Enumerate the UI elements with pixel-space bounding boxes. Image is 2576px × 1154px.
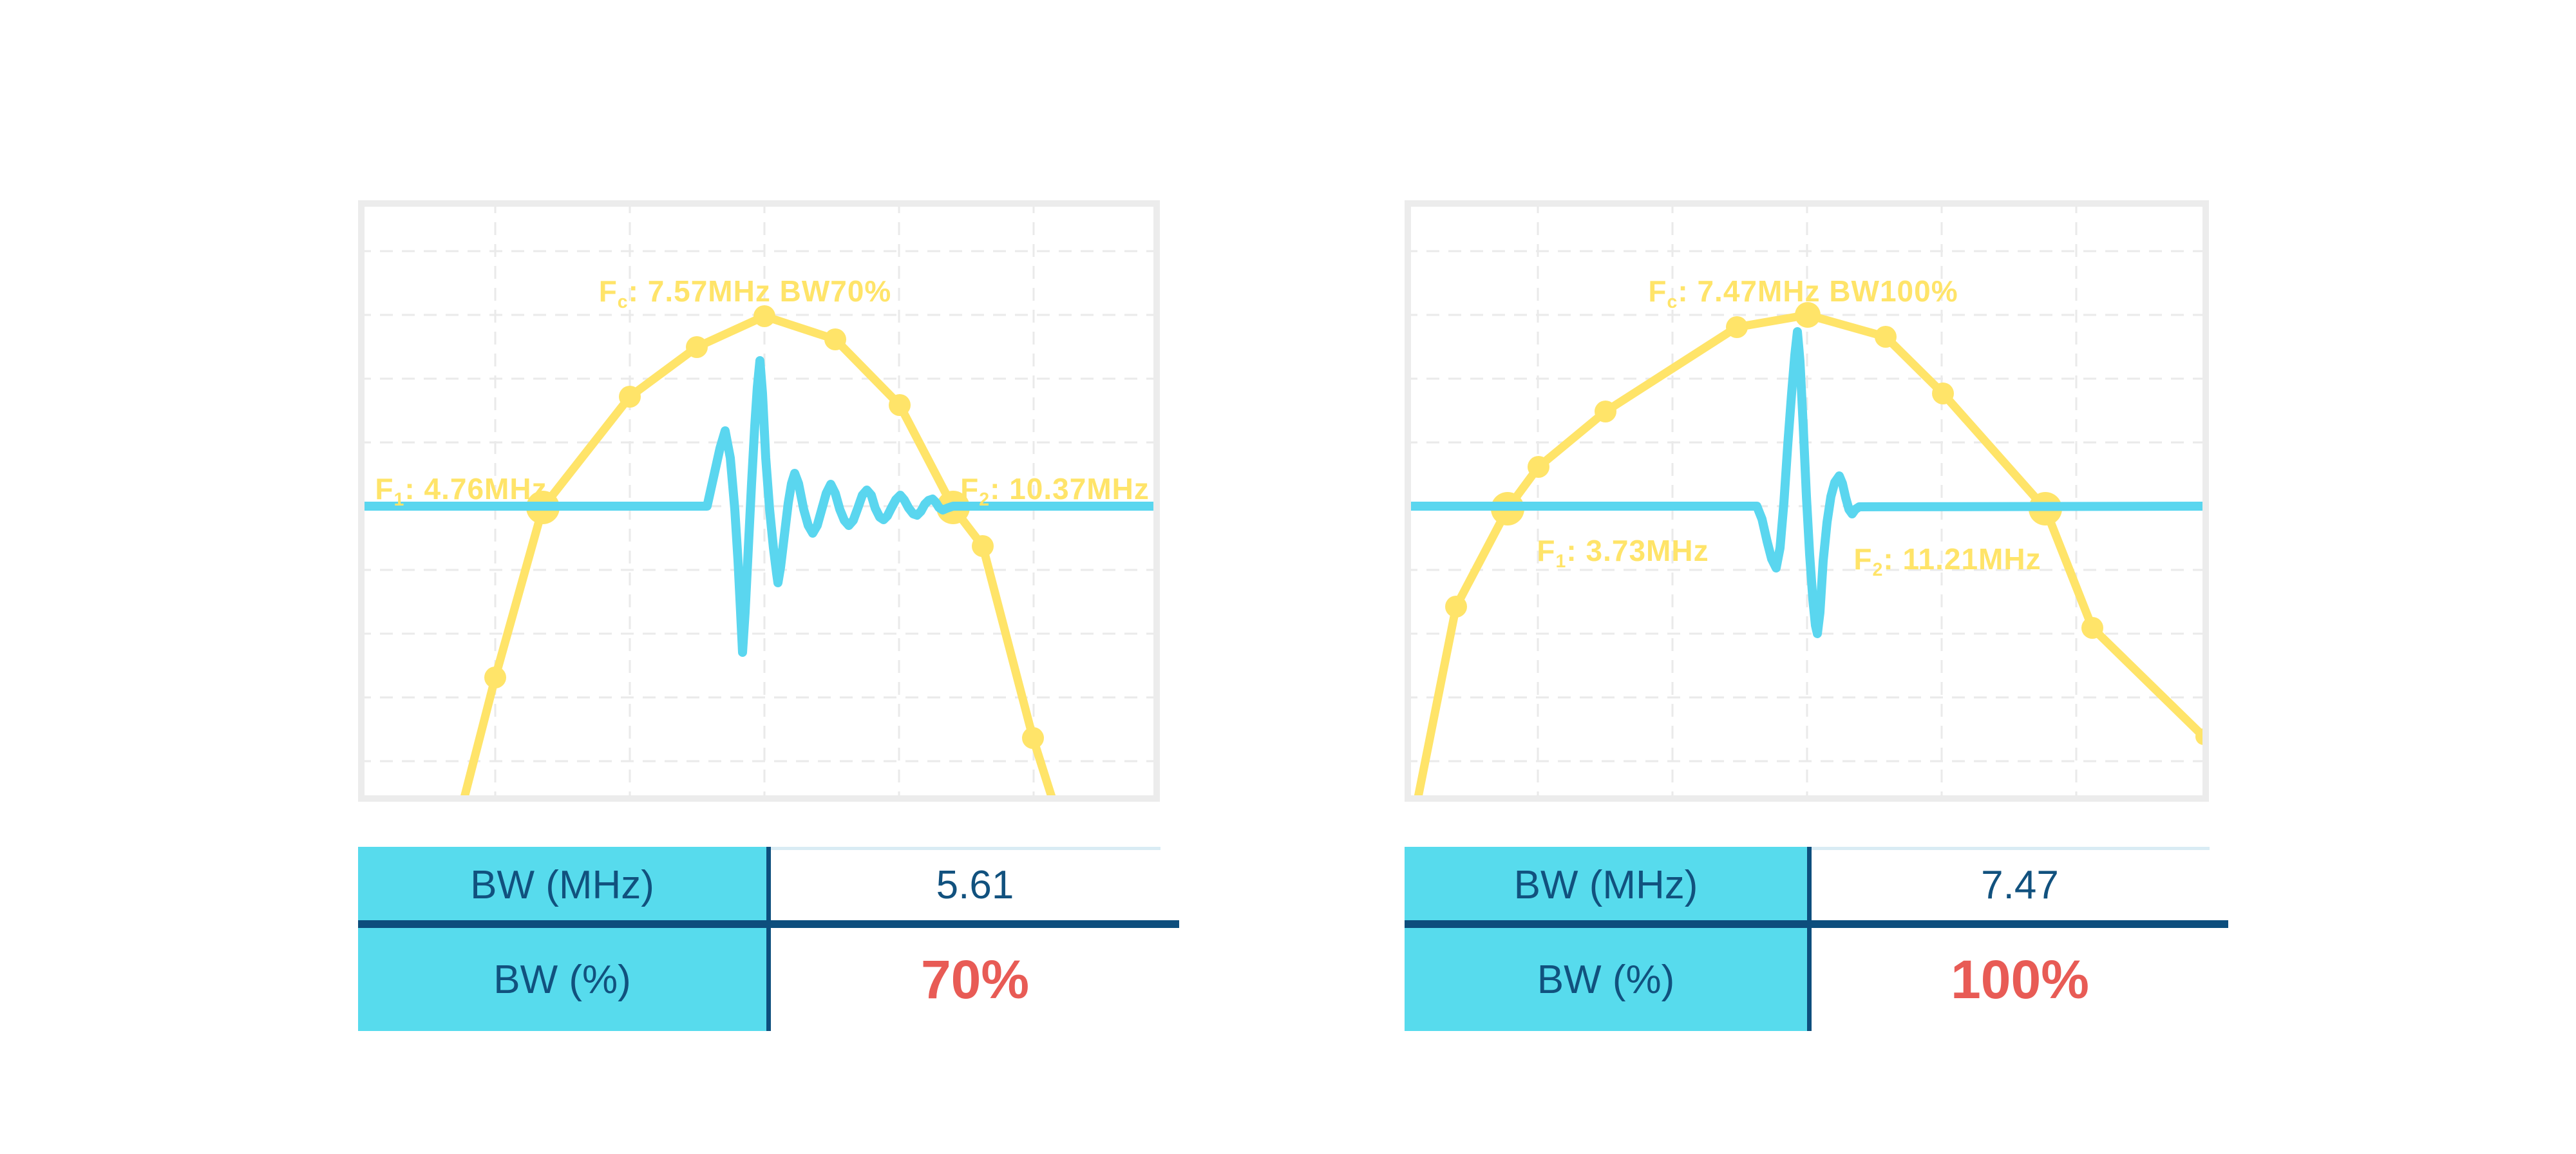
right-bandwidth-table: BW (MHz) 7.47 BW (%) 100% [1405,847,2228,1031]
left-bandwidth-table: BW (MHz) 5.61 BW (%) 70% [358,847,1179,1031]
table-header-column [1405,847,1807,1031]
right-fc-label: Fc: 7.47MHz BW100% [1648,274,1958,313]
bw-pct-value: 70% [920,949,1030,1010]
table-row-divider [358,920,1179,928]
table-header-column [358,847,766,1031]
right-f2-label: F2: 11.21MHz [1853,542,2041,581]
bw-mhz-value: 7.47 [1981,863,2059,907]
right-bandwidth-chart: Fc: 7.47MHz BW100% F1: 3.73MHz F2: 11.21… [1405,200,2209,802]
right-spectrum-pulse-plot [1405,200,2209,802]
left-bandwidth-chart: Fc: 7.57MHz BW70% F1: 4.76MHz F2: 10.37M… [358,200,1160,802]
bw-pct-value: 100% [1951,949,2089,1010]
table-row-divider [1405,920,2228,928]
bw-mhz-label: BW (MHz) [470,863,654,907]
bw-mhz-label: BW (MHz) [1513,863,1698,907]
left-f2-label: F2: 10.37MHz [960,472,1150,511]
left-spectrum-pulse-plot [358,200,1160,802]
table-column-divider [1807,847,1812,1031]
left-f1-label: F1: 4.76MHz [375,472,547,511]
table-column-divider [766,847,771,1031]
bw-pct-label: BW (%) [493,957,631,1002]
bw-pct-label: BW (%) [1537,957,1675,1002]
left-fc-label: Fc: 7.57MHz BW70% [598,274,892,313]
bw-mhz-value: 5.61 [936,863,1014,907]
right-f1-label: F1: 3.73MHz [1537,534,1709,572]
